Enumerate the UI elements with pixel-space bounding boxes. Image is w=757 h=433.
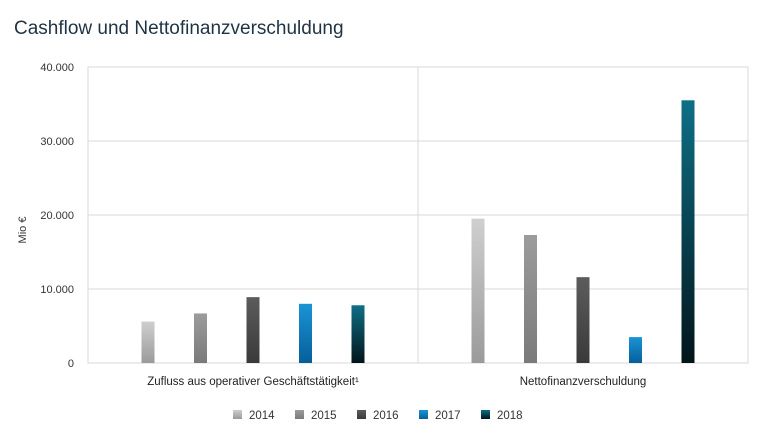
y-tick-label: 10.000 [40,284,74,296]
y-axis-ticks: 0 10.000 20.000 30.000 40.000 [40,62,74,370]
bar-2018-cat-2 [681,100,695,364]
bar-2016-cat-1 [246,297,260,363]
legend-label: 2014 [249,410,275,422]
legend: 2014 2015 2016 2017 2018 [233,410,523,422]
legend-swatch [357,410,366,419]
legend-swatch [295,410,304,419]
bar-2015-cat-1 [194,313,207,363]
legend-label: 2016 [373,410,399,422]
y-tick-label: 40.000 [40,62,74,74]
bar-2014-cat-1 [141,321,155,363]
x-category-label: Nettofinanzverschuldung [520,376,647,388]
legend-label: 2015 [311,410,337,422]
legend-label: 2017 [435,410,461,422]
x-category-label: Zufluss aus operativer Geschäftstätigkei… [147,376,359,388]
category-labels: Zufluss aus operativer Geschäftstätigkei… [147,376,646,388]
legend-swatch [419,410,428,419]
bars [141,100,695,364]
bar-2014-cat-2 [471,218,485,363]
y-axis-label: Mio € [17,217,29,244]
y-tick-label: 30.000 [40,136,74,148]
legend-swatch [233,410,242,419]
y-tick-label: 0 [68,358,74,370]
legend-swatch [481,410,490,419]
bar-2015-cat-2 [524,234,537,363]
y-tick-label: 20.000 [40,210,74,222]
bar-2016-cat-2 [576,277,590,363]
chart-title: Cashflow und Nettofinanzverschuldung [14,18,344,39]
bar-2018-cat-1 [351,305,365,363]
bar-2017-cat-1 [299,303,312,363]
bar-2017-cat-2 [629,337,642,363]
legend-label: 2018 [497,410,523,422]
